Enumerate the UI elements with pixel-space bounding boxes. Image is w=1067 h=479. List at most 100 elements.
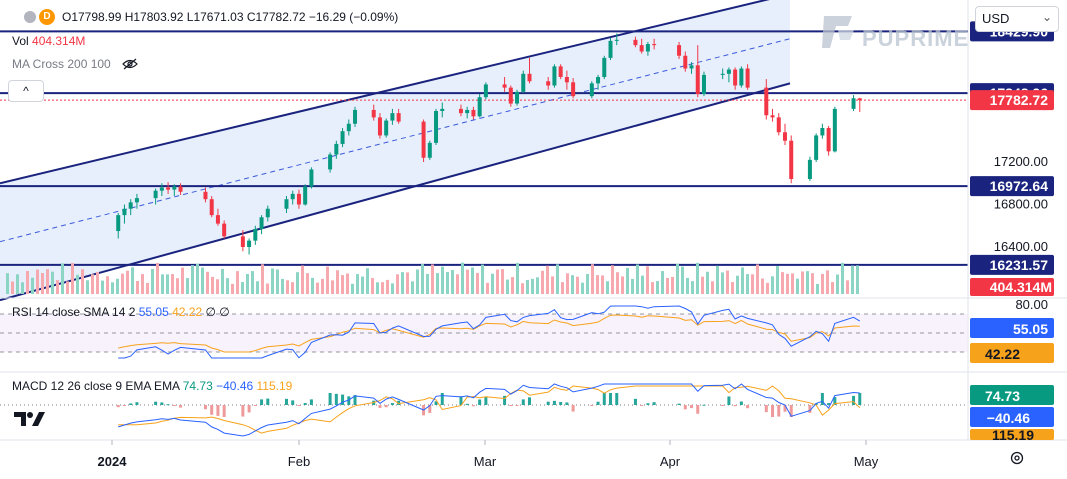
volume-bar [261, 264, 264, 294]
volume-bar [286, 280, 289, 294]
tradingview-logo-icon[interactable] [14, 410, 46, 428]
macd-histogram-bar [590, 405, 594, 406]
signal-value-tag: −40.46 [987, 410, 1030, 426]
volume-bar [61, 263, 64, 294]
volume-bar [576, 276, 579, 294]
candle-body [677, 45, 682, 56]
volume-bar [796, 278, 799, 294]
volume-bar [391, 283, 394, 294]
candle-body [652, 44, 657, 46]
volume-bar [366, 268, 369, 294]
volume-bar [666, 277, 669, 294]
volume-bar [686, 277, 689, 294]
volume-bar [56, 280, 59, 294]
macd-histogram-bar [521, 399, 525, 405]
channel-fill [0, 0, 790, 301]
collapse-legend-button[interactable]: ^ [8, 80, 44, 102]
candle-body [764, 87, 769, 116]
volume-bar [426, 273, 429, 294]
visibility-dot-icon[interactable] [24, 11, 36, 23]
last-price-tag-bg [970, 90, 1054, 111]
chevron-down-icon: ⌄ [1041, 10, 1052, 24]
volume-bar [721, 272, 724, 294]
candle-body [782, 132, 787, 141]
eye-crossed-icon[interactable] [122, 58, 138, 70]
candle-body [726, 69, 731, 74]
volume-bar [291, 282, 294, 294]
interval-badge[interactable]: D [39, 9, 55, 25]
candle-body [134, 198, 139, 203]
volume-bar [221, 268, 224, 294]
macd-histogram-bar [328, 393, 332, 405]
macd-histogram-bar [216, 405, 220, 416]
price-tick-label: 17200.00 [994, 154, 1048, 169]
macd-histogram-bar [696, 405, 700, 414]
candle-body [434, 111, 439, 143]
volume-bar [66, 281, 69, 294]
volume-bar [531, 278, 534, 294]
candle-body [384, 120, 389, 136]
volume-bar [556, 264, 559, 294]
macd-histogram-bar [733, 405, 737, 407]
volume-bar [561, 282, 564, 294]
volume-bar [711, 281, 714, 294]
volume-bar [441, 266, 444, 294]
volume-bar [76, 274, 79, 294]
macd-histogram-bar [596, 401, 600, 405]
volume-bar [816, 283, 819, 294]
candle-body [608, 40, 613, 58]
volume-tag: 404.314M [990, 279, 1052, 295]
ohlc-readout: O17798.99 H17803.92 L17671.03 C17782.72 … [62, 10, 399, 24]
volume-bar [166, 274, 169, 294]
macd-histogram-bar [353, 395, 357, 405]
volume-bar [271, 268, 274, 294]
volume-bar [756, 264, 759, 294]
macd-histogram-bar [852, 395, 856, 405]
volume-bar [616, 272, 619, 294]
candle-body [259, 217, 264, 229]
volume-bar [211, 276, 214, 294]
macd-histogram-bar [633, 398, 637, 405]
volume-bar [851, 265, 854, 294]
volume-bar [611, 265, 614, 294]
macd-histogram-bar [808, 405, 812, 413]
rsi-legend: RSI 14 close SMA 14 2 55.05 42.22 ∅ ∅ [12, 305, 230, 319]
time-axis-label: 2024 [98, 454, 128, 469]
candle-body [303, 186, 308, 205]
volume-bar [846, 280, 849, 294]
candle-body [309, 169, 314, 187]
gear-icon[interactable] [1009, 450, 1025, 466]
rsi-legend-ma: 42.22 [172, 305, 203, 319]
candle-body [116, 215, 121, 232]
macd-histogram-bar [253, 405, 257, 406]
watermark-text: PUPRIME [862, 26, 970, 51]
volume-bar [296, 272, 299, 294]
ma-cross-legend: MA Cross 200 100 [12, 57, 138, 71]
volume-bar [396, 274, 399, 294]
candle-body [739, 68, 744, 86]
candle-body [458, 108, 463, 114]
currency-select[interactable]: USD ⌄ [975, 6, 1059, 32]
time-axis-label: Feb [288, 454, 310, 469]
candle-body [639, 45, 644, 52]
puprime-logo-icon [822, 16, 854, 48]
rsi-ma-tag: 42.22 [985, 346, 1020, 362]
volume-bar [361, 276, 364, 294]
macd-histogram-bar [172, 405, 176, 406]
volume-bar [206, 271, 209, 294]
trend-channel [0, 0, 791, 302]
macd-histogram-bar [559, 402, 563, 405]
candle-body [571, 82, 576, 97]
volume-bar [151, 269, 154, 294]
price-level-tag-bg [970, 254, 1054, 275]
macd-histogram-bar [384, 405, 388, 408]
volume-bar [706, 271, 709, 294]
volume-bar [11, 281, 14, 294]
rsi-pane [0, 305, 968, 359]
volume-bar [51, 271, 54, 294]
candle-body [558, 66, 563, 77]
candle-body [178, 186, 183, 192]
volume-bar [306, 273, 309, 294]
volume-bar [836, 274, 839, 294]
candle-body [596, 77, 601, 84]
